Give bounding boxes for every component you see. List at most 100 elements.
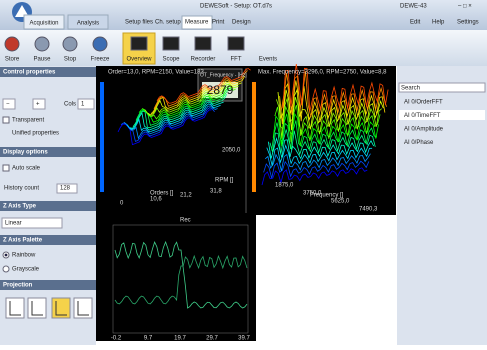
tool-icon[interactable] <box>34 36 50 52</box>
tab-label: Acquisition <box>29 21 58 27</box>
channel[interactable]: AI 0/TimeFFT <box>404 113 441 119</box>
selected-channel <box>399 110 485 120</box>
waterfall-line <box>117 109 212 146</box>
channel[interactable]: AI 0/OrderFFT <box>404 100 443 106</box>
tool-label[interactable]: Overview <box>126 57 152 63</box>
tool-label[interactable]: Scope <box>162 57 180 63</box>
add-button[interactable] <box>32 98 46 110</box>
digital-value: 2879 <box>207 83 234 97</box>
waterfall-line <box>280 71 387 117</box>
tool-icon[interactable] <box>162 36 180 51</box>
axis-label: Orders [] <box>150 191 174 197</box>
signal <box>114 240 248 309</box>
tool-icon[interactable] <box>130 36 148 51</box>
waterfall-line <box>272 112 379 147</box>
label: Grayscale <box>12 267 40 273</box>
waterfall-line <box>277 88 384 131</box>
tool-icon[interactable] <box>92 36 108 52</box>
waterfall-line <box>271 120 378 151</box>
section-header <box>0 280 96 290</box>
menu-item[interactable]: Edit <box>410 20 421 26</box>
projection-icon <box>31 301 43 316</box>
tool-label[interactable]: Freeze <box>91 57 110 63</box>
tick-label: 21,2 <box>180 193 192 199</box>
tool-label[interactable]: Store <box>5 57 20 63</box>
channel[interactable]: AI 0/Amplitude <box>404 127 444 133</box>
tab-label: Analysis <box>77 21 99 27</box>
menu-item[interactable]: Help <box>432 20 445 26</box>
waterfall-line <box>126 103 221 132</box>
tool-icon[interactable] <box>62 36 78 52</box>
waterfall-line <box>135 89 230 126</box>
plot-title: Rec <box>180 218 191 224</box>
history-input[interactable] <box>56 183 78 194</box>
tool-icon[interactable] <box>227 36 245 51</box>
plot-frame <box>112 224 249 334</box>
tick-label: 10,6 <box>150 197 162 203</box>
section-title: Control properties <box>3 70 56 76</box>
sub-tab[interactable]: Design <box>232 20 251 26</box>
active-tab <box>181 15 213 30</box>
tool-label[interactable]: Events <box>259 57 277 63</box>
menu-item[interactable]: Settings <box>457 20 479 26</box>
cols-input[interactable] <box>77 98 95 110</box>
tool-label[interactable]: Stop <box>64 57 77 63</box>
tab[interactable] <box>67 14 109 30</box>
label: Linear <box>5 221 22 227</box>
remove-button[interactable] <box>2 98 16 110</box>
section-title: Projection <box>3 283 33 289</box>
label: History count <box>4 186 39 192</box>
projection-icon <box>77 301 89 316</box>
waterfall-line <box>150 76 245 115</box>
search-box[interactable] <box>398 82 486 93</box>
radio[interactable] <box>2 265 10 273</box>
tool-label[interactable]: Recorder <box>191 57 216 63</box>
tool-label[interactable]: FFT <box>231 57 242 63</box>
channel[interactable]: AI 0/Phase <box>404 140 434 146</box>
sub-tab[interactable]: Ch. setup <box>155 20 181 26</box>
waterfall-line <box>129 101 224 131</box>
projection-icon <box>9 301 21 316</box>
tool-icon[interactable] <box>194 36 212 51</box>
radio-dot <box>4 253 8 257</box>
waterfall-line <box>138 87 233 123</box>
sub-tab[interactable]: Setup files <box>125 20 153 26</box>
tab[interactable] <box>23 14 65 30</box>
checkbox[interactable] <box>2 116 10 124</box>
tick-label: 1875,0 <box>275 183 294 189</box>
recorder-plot <box>96 215 256 341</box>
tick-label: 7490,3 <box>359 207 378 213</box>
label: 1 <box>81 102 85 108</box>
tick-label: 9.7 <box>144 336 153 342</box>
tick-label: 0 <box>120 201 124 207</box>
section-header <box>0 201 96 211</box>
label: Auto scale <box>12 166 41 172</box>
tick-label: 19.7 <box>174 336 186 342</box>
axis-label: Frequency [] <box>310 193 344 199</box>
waterfall-line <box>282 64 389 112</box>
logo-mark <box>15 5 29 17</box>
sub-tab[interactable]: Print <box>212 20 225 26</box>
checkbox[interactable] <box>2 164 10 172</box>
tick-label: 29.7 <box>206 336 218 342</box>
tool-label[interactable]: Pause <box>33 57 51 63</box>
label: Transparent <box>12 118 44 124</box>
tick-label: -0.2 <box>111 336 122 342</box>
section-title: Display options <box>3 150 48 156</box>
tick-label: 5625,0 <box>331 199 350 205</box>
tick-label: 3750,0 <box>303 191 322 197</box>
search[interactable]: Search <box>401 86 420 92</box>
tool-icon[interactable] <box>4 36 20 52</box>
waterfall-line <box>156 68 251 104</box>
sub-tab[interactable]: Measure <box>185 20 209 26</box>
minus-icon: − <box>6 102 10 108</box>
window-controls[interactable]: – □ × <box>458 4 472 10</box>
waterfall-line <box>144 84 239 116</box>
color-scale <box>100 82 104 192</box>
tick-label: 2050,0 <box>222 148 241 154</box>
projection-icon <box>55 301 67 316</box>
z-axis-type-select[interactable] <box>1 217 63 229</box>
waterfall-line <box>120 107 215 142</box>
section-title: Z Axis Type <box>3 204 37 210</box>
